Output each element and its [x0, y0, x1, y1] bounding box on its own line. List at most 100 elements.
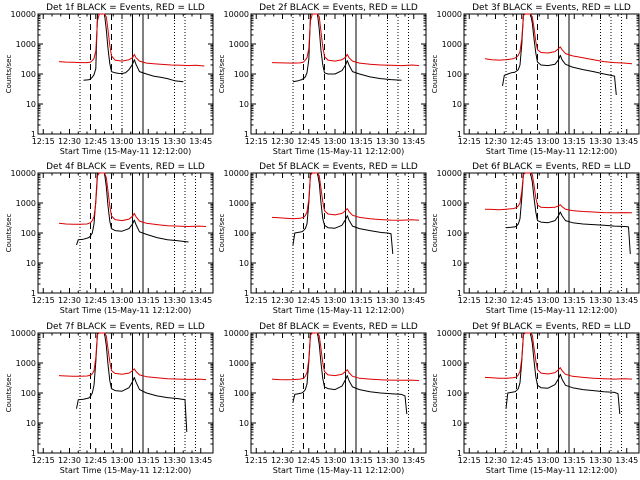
panel-title: Det 3f BLACK = Events, RED = LLD	[472, 3, 631, 13]
y-axis-label: Counts/sec	[218, 214, 226, 253]
x-tick-label: 13:30	[589, 137, 612, 146]
panel-title: Det 1f BLACK = Events, RED = LLD	[46, 3, 205, 13]
plot-frame	[37, 332, 214, 454]
y-tick-label: 1	[244, 289, 249, 298]
x-tick-label: 13:00	[110, 296, 133, 305]
x-tick-label: 13:30	[376, 296, 399, 305]
lld-series-line	[484, 13, 633, 65]
lld-series-line	[271, 13, 420, 67]
panel-7: Det 7f BLACK = Events, RED = LLD 1 10 100 10…	[5, 322, 214, 475]
plot-frame	[250, 332, 427, 454]
y-tick-label: 10	[239, 100, 249, 109]
lld-series-line	[58, 172, 207, 227]
y-tick-label: 10000	[437, 329, 462, 338]
x-tick-label: 13:00	[323, 137, 346, 146]
plot-frame	[463, 172, 640, 294]
y-axis-label: Counts/sec	[218, 374, 226, 413]
x-tick-label: 13:30	[163, 137, 186, 146]
y-tick-label: 1	[31, 289, 36, 298]
x-tick-label: 13:45	[615, 456, 638, 465]
y-tick-label: 1000	[229, 199, 249, 208]
y-tick-label: 10	[239, 259, 249, 268]
x-tick-label: 12:45	[297, 137, 320, 146]
x-axis-label: Start Time (15-May-11 12:12:00)	[486, 466, 617, 475]
x-tick-label: 12:45	[84, 137, 107, 146]
y-tick-label: 100	[447, 229, 462, 238]
y-tick-label: 10000	[11, 329, 36, 338]
x-axis-label: Start Time (15-May-11 12:12:00)	[60, 466, 191, 475]
x-tick-label: 12:45	[510, 137, 533, 146]
y-tick-label: 10	[26, 419, 36, 428]
lld-series-line	[484, 332, 633, 380]
x-axis-label: Start Time (15-May-11 12:12:00)	[486, 306, 617, 315]
y-tick-label: 1000	[16, 199, 36, 208]
x-tick-label: 12:15	[458, 296, 481, 305]
y-tick-label: 10	[452, 100, 462, 109]
x-tick-label: 12:15	[245, 296, 268, 305]
plot-frame	[250, 13, 427, 135]
lld-series-line	[271, 172, 420, 221]
y-tick-label: 10000	[224, 10, 249, 19]
y-tick-label: 100	[21, 389, 36, 398]
plot-frame	[250, 172, 427, 294]
x-tick-label: 13:45	[402, 456, 425, 465]
x-tick-label: 13:30	[376, 137, 399, 146]
y-tick-label: 100	[21, 70, 36, 79]
x-tick-label: 13:30	[163, 456, 186, 465]
x-tick-label: 13:15	[350, 296, 373, 305]
lld-series-line	[58, 332, 207, 381]
x-axis-label: Start Time (15-May-11 12:12:00)	[60, 306, 191, 315]
y-tick-label: 100	[447, 389, 462, 398]
y-axis-label: Counts/sec	[5, 214, 13, 253]
plot-frame	[463, 332, 640, 454]
y-tick-label: 100	[21, 229, 36, 238]
events-series-line	[76, 172, 189, 246]
panel-9: Det 9f BLACK = Events, RED = LLD 1 10 100 10…	[431, 322, 640, 475]
x-tick-label: 13:30	[376, 456, 399, 465]
events-series-line	[502, 13, 617, 96]
y-tick-label: 10000	[224, 329, 249, 338]
x-axis-label: Start Time (15-May-11 12:12:00)	[273, 306, 404, 315]
y-tick-label: 10	[26, 100, 36, 109]
panel-title: Det 4f BLACK = Events, RED = LLD	[46, 162, 205, 172]
x-tick-label: 12:15	[32, 456, 55, 465]
x-axis-label: Start Time (15-May-11 12:12:00)	[60, 147, 191, 156]
x-tick-label: 13:30	[589, 456, 612, 465]
x-tick-label: 12:30	[271, 296, 294, 305]
x-tick-label: 12:45	[297, 296, 320, 305]
x-tick-label: 13:15	[137, 296, 160, 305]
y-tick-label: 1000	[442, 199, 462, 208]
x-tick-label: 13:45	[615, 137, 638, 146]
y-axis-label: Counts/sec	[218, 55, 226, 94]
y-tick-label: 1000	[229, 40, 249, 49]
panel-title: Det 5f BLACK = Events, RED = LLD	[259, 162, 418, 172]
x-tick-label: 12:30	[271, 456, 294, 465]
lld-series-line	[271, 332, 420, 382]
y-tick-label: 1000	[229, 359, 249, 368]
x-tick-label: 13:15	[350, 137, 373, 146]
lld-series-line	[58, 13, 205, 67]
x-axis-label: Start Time (15-May-11 12:12:00)	[273, 147, 404, 156]
y-tick-label: 1	[457, 289, 462, 298]
x-tick-label: 12:30	[484, 456, 507, 465]
x-axis-label: Start Time (15-May-11 12:12:00)	[273, 466, 404, 475]
panel-5: Det 5f BLACK = Events, RED = LLD 1 10 100 10…	[218, 162, 427, 315]
y-tick-label: 10	[26, 259, 36, 268]
y-axis-label: Counts/sec	[5, 55, 13, 94]
x-tick-label: 12:45	[510, 456, 533, 465]
x-tick-label: 12:30	[58, 456, 81, 465]
events-series-line	[505, 172, 631, 255]
y-tick-label: 1	[31, 130, 36, 139]
panel-title: Det 8f BLACK = Events, RED = LLD	[259, 322, 418, 332]
x-tick-label: 12:15	[32, 137, 55, 146]
x-tick-label: 12:15	[245, 456, 268, 465]
y-tick-label: 10000	[437, 169, 462, 178]
panel-title: Det 7f BLACK = Events, RED = LLD	[46, 322, 205, 332]
x-tick-label: 13:45	[189, 456, 212, 465]
events-series-line	[292, 332, 408, 415]
y-tick-label: 1000	[16, 359, 36, 368]
y-tick-label: 1	[244, 130, 249, 139]
y-tick-label: 10000	[11, 169, 36, 178]
lld-series-line	[484, 172, 633, 214]
x-tick-label: 12:15	[245, 137, 268, 146]
